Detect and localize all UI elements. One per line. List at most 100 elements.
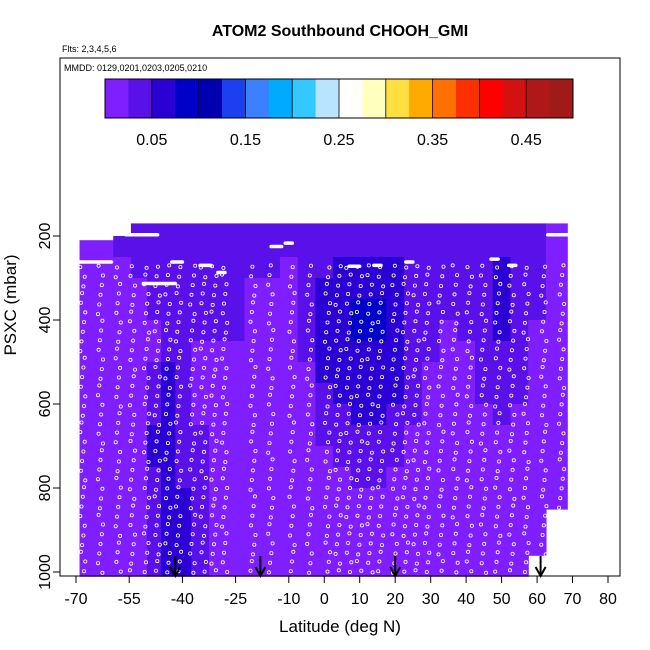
sample-marker [145, 505, 150, 510]
heatmap-cell [95, 404, 114, 426]
sample-marker [507, 448, 512, 453]
sample-marker [96, 431, 101, 436]
sample-marker [100, 402, 105, 407]
heatmap-cell [510, 299, 529, 321]
sample-marker [424, 570, 429, 575]
sample-marker [392, 431, 397, 436]
sample-marker [424, 531, 429, 536]
sample-marker [269, 337, 274, 342]
sample-marker [269, 467, 274, 472]
sample-marker [96, 561, 101, 566]
sample-marker [337, 309, 342, 314]
heatmap-cell [333, 467, 352, 489]
sample-marker [144, 265, 149, 270]
sample-marker [366, 515, 371, 520]
sample-marker [114, 559, 119, 564]
sample-marker [156, 384, 161, 389]
sample-marker [522, 531, 527, 536]
heatmap-cell [545, 425, 568, 447]
sample-marker [496, 375, 501, 380]
sample-marker [78, 349, 83, 354]
heatmap-cell [492, 404, 512, 426]
sample-marker [401, 365, 406, 370]
sample-marker [495, 430, 500, 435]
heatmap-cell [146, 383, 162, 405]
sample-marker [524, 395, 529, 400]
heatmap-cell [528, 278, 547, 300]
heatmap-cell [368, 560, 387, 571]
sample-marker [436, 384, 441, 389]
heatmap-cell [130, 467, 148, 489]
sample-marker [116, 459, 121, 464]
sample-marker [214, 438, 219, 443]
heatmap-cell [368, 383, 387, 405]
heatmap-cell [79, 446, 97, 468]
sample-marker [145, 301, 150, 306]
sample-marker [347, 320, 352, 325]
sample-marker [289, 274, 294, 279]
heatmap-cell [175, 467, 192, 489]
heatmap-cell [209, 509, 228, 531]
sample-marker [415, 264, 420, 269]
heatmap-cell [297, 425, 316, 447]
sample-marker [541, 439, 546, 444]
heatmap-cell [315, 488, 334, 510]
sample-marker [454, 402, 459, 407]
sample-marker [223, 541, 228, 546]
heatmap-cell [279, 530, 299, 549]
sample-marker [253, 364, 258, 369]
sample-marker [175, 284, 180, 289]
sample-marker [507, 487, 512, 492]
heatmap-cell [130, 560, 148, 571]
sample-marker [82, 485, 87, 490]
sample-marker [437, 338, 442, 343]
sample-marker [290, 514, 295, 519]
heatmap-cell [421, 299, 441, 321]
sample-marker [392, 347, 397, 352]
heatmap-cell [244, 547, 263, 562]
sample-marker [96, 263, 101, 268]
sample-marker [129, 393, 134, 398]
sample-marker [147, 495, 152, 500]
sample-marker [558, 496, 563, 501]
sample-marker [289, 478, 294, 483]
sample-marker [174, 543, 179, 548]
sample-marker [221, 466, 226, 471]
heatmap-cell [175, 383, 192, 405]
heatmap-cell [457, 509, 476, 531]
sample-marker [453, 496, 458, 501]
heatmap-cell [368, 569, 387, 577]
sample-marker [323, 540, 328, 545]
sample-marker [115, 265, 120, 270]
sample-marker [168, 337, 173, 342]
heatmap-cell [113, 236, 132, 258]
sample-marker [249, 523, 254, 528]
sample-marker [405, 339, 410, 344]
sample-marker [179, 384, 184, 389]
sample-marker [327, 385, 332, 390]
heatmap-cell [161, 530, 176, 549]
sample-marker [266, 402, 271, 407]
x-tick-label: 50 [493, 591, 511, 608]
heatmap-cell [262, 320, 281, 342]
sample-marker [177, 478, 182, 483]
sample-marker [269, 505, 274, 510]
sample-marker [453, 328, 458, 333]
heatmap-cell [528, 320, 547, 342]
sample-marker [173, 504, 178, 509]
sample-marker [175, 449, 180, 454]
sample-marker [98, 376, 103, 381]
sample-marker [543, 300, 548, 305]
sample-marker [165, 570, 170, 575]
heatmap-cell [297, 299, 316, 321]
sample-marker [80, 413, 85, 418]
heatmap-cell [209, 223, 228, 237]
sample-marker [510, 467, 515, 472]
sample-marker [354, 393, 359, 398]
sample-marker [423, 495, 428, 500]
heatmap-cell [79, 509, 97, 531]
sample-marker [214, 357, 219, 362]
sample-marker [402, 440, 407, 445]
sample-marker [498, 365, 503, 370]
sample-marker [379, 543, 384, 548]
